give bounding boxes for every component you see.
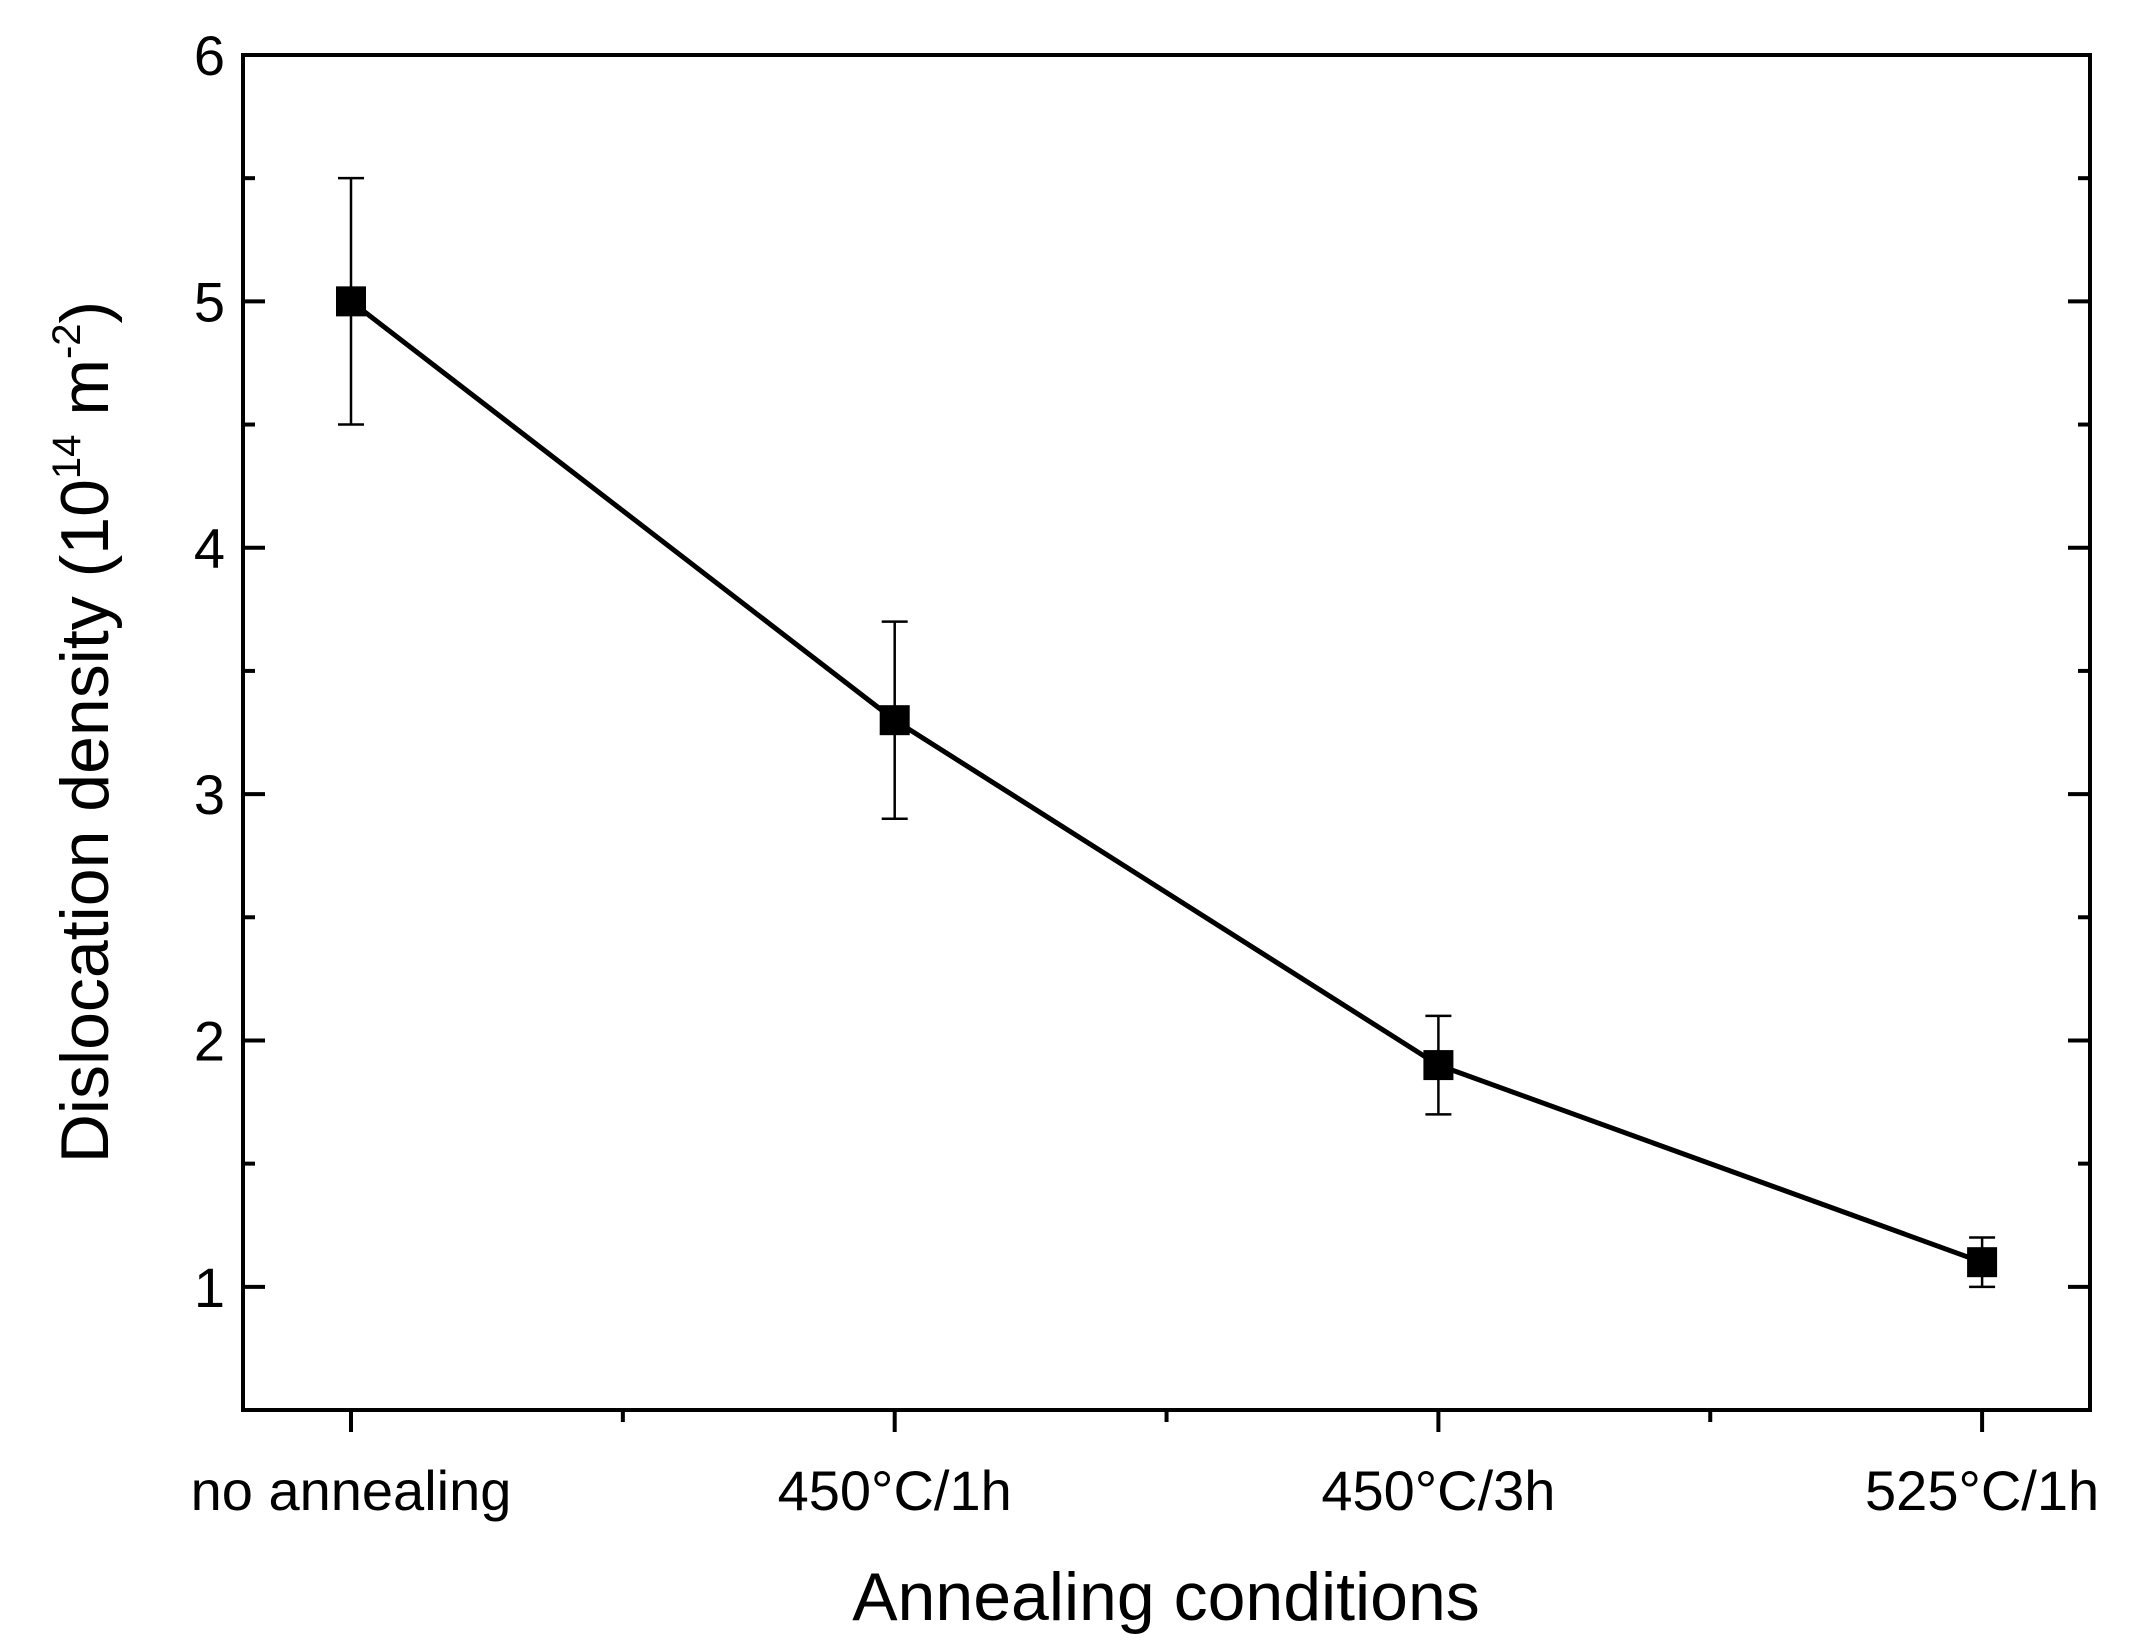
y-tick-label: 3	[194, 763, 225, 826]
y-axis-title-exp2: -2	[45, 323, 89, 359]
x-axis-title: Annealing conditions	[852, 1559, 1480, 1635]
data-point-marker	[1423, 1050, 1454, 1081]
x-axis-ticks: no annealing 450°C/1h 450°C/3h 525°C/1h	[191, 1410, 2099, 1522]
y-tick-label: 6	[194, 24, 225, 87]
data-point-marker	[1967, 1247, 1998, 1278]
y-tick-label: 2	[194, 1009, 225, 1072]
y-tick-label: 1	[194, 1256, 225, 1319]
x-tick-label: 525°C/1h	[1865, 1459, 2099, 1522]
y-axis-title-prefix: Dislocation density (10	[47, 479, 123, 1163]
y-axis-title: Dislocation density (1014 m-2)	[45, 301, 123, 1163]
x-tick-label: 450°C/1h	[778, 1459, 1012, 1522]
x-tick-label: no annealing	[191, 1459, 512, 1522]
y-axis-title-suffix: )	[47, 301, 123, 324]
series-line	[349, 299, 1983, 1265]
y-tick-label: 4	[194, 517, 225, 580]
y-tick-label: 5	[194, 270, 225, 333]
data-point-marker	[336, 286, 366, 317]
y-axis-title-exp1: 14	[45, 435, 89, 480]
series-group	[336, 176, 1998, 1289]
data-point-marker	[879, 705, 910, 736]
plot-frame	[241, 53, 2092, 1412]
x-tick-label: 450°C/3h	[1321, 1459, 1555, 1522]
y-axis-ticks: 1 2 3 4 5 6	[194, 24, 2090, 1319]
y-axis-title-mid: m	[47, 359, 123, 435]
